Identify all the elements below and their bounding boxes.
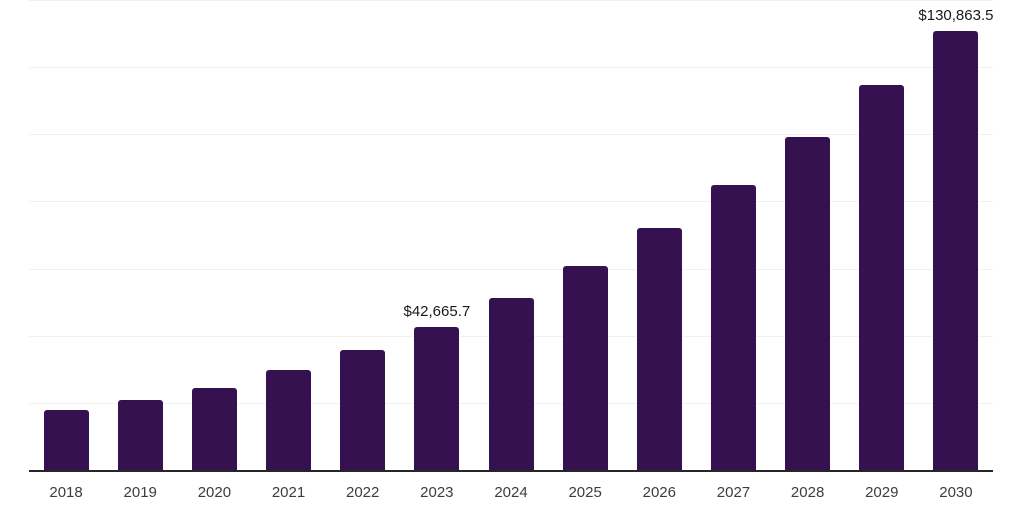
- x-tick-label-2030: 2030: [939, 484, 973, 501]
- bar-2020: [191, 387, 237, 470]
- gridline-140000: [29, 0, 993, 1]
- x-tick-label-2018: 2018: [49, 484, 83, 501]
- bar-2021: [266, 370, 312, 470]
- x-axis-line: [29, 470, 993, 472]
- bar-2026: [636, 228, 682, 470]
- x-tick-label-2020: 2020: [197, 484, 232, 501]
- bar-2030: [933, 30, 979, 470]
- bar-2023: [414, 326, 460, 470]
- gridline-80000: [29, 201, 993, 203]
- bar-2024: [488, 298, 534, 470]
- gridline-100000: [29, 134, 993, 136]
- x-tick-label-2029: 2029: [865, 484, 899, 501]
- bar-2025: [562, 265, 608, 470]
- x-tick-label-2024: 2024: [494, 484, 528, 501]
- bar-value-label-2030: $130,863.5: [918, 6, 994, 24]
- x-tick-label-2028: 2028: [790, 484, 825, 501]
- x-tick-label-2021: 2021: [271, 484, 306, 501]
- bar-2028: [785, 137, 831, 470]
- gridline-60000: [29, 268, 993, 270]
- x-tick-label-2026: 2026: [642, 484, 676, 501]
- gridline-120000: [29, 67, 993, 69]
- plot-area: $42,665.7 $130,863.5: [29, 0, 993, 470]
- bar-2019: [117, 399, 163, 470]
- x-tick-label-2019: 2019: [123, 484, 157, 501]
- bar-2018: [43, 409, 89, 470]
- x-tick-label-2022: 2022: [346, 484, 380, 501]
- x-tick-label-2025: 2025: [568, 484, 602, 501]
- bar-2027: [710, 184, 756, 470]
- x-tick-label-2027: 2027: [716, 484, 751, 501]
- bar-2022: [340, 350, 386, 470]
- x-tick-label-2023: 2023: [420, 484, 454, 501]
- bar-value-label-2023: $42,665.7: [403, 302, 471, 320]
- bar-2029: [859, 84, 905, 470]
